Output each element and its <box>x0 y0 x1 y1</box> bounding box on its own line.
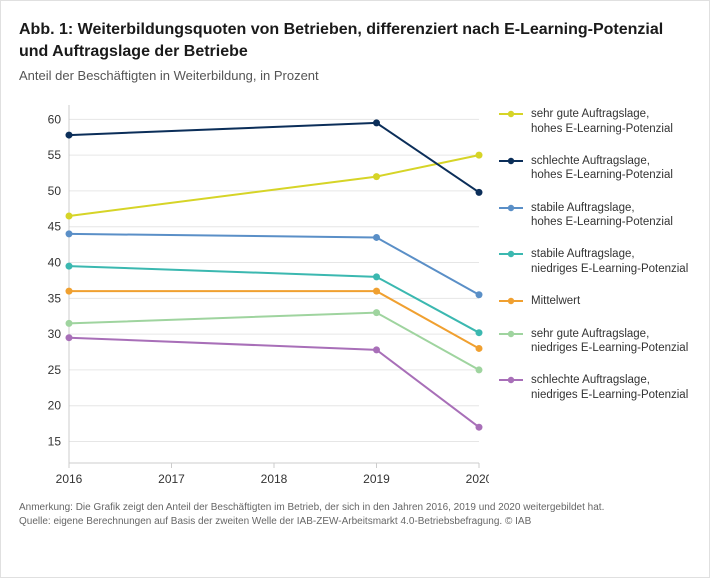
legend-label: schlechte Auftragslage,niedriges E-Learn… <box>531 373 688 402</box>
legend-swatch-icon <box>499 296 523 306</box>
series-point-sehr_gute_niedriges <box>66 320 73 327</box>
series-point-stabile_hohes <box>66 231 73 238</box>
series-line-schlechte_hohes <box>69 123 479 192</box>
svg-text:2016: 2016 <box>56 472 83 486</box>
legend-swatch-icon <box>499 156 523 166</box>
series-point-sehr_gute_niedriges <box>476 367 483 374</box>
series-point-schlechte_niedriges <box>66 334 73 341</box>
series-point-schlechte_niedriges <box>373 347 380 354</box>
series-point-sehr_gute_hohes <box>373 173 380 180</box>
series-point-stabile_niedriges <box>66 263 73 270</box>
chart-footer: Anmerkung: Die Grafik zeigt den Anteil d… <box>19 501 691 528</box>
legend-label: schlechte Auftragslage,hohes E-Learning-… <box>531 154 673 183</box>
series-line-stabile_niedriges <box>69 266 479 333</box>
legend-label: sehr gute Auftragslage,hohes E-Learning-… <box>531 107 673 136</box>
series-point-stabile_hohes <box>476 291 483 298</box>
footer-note: Anmerkung: Die Grafik zeigt den Anteil d… <box>19 501 691 515</box>
svg-text:50: 50 <box>48 184 62 198</box>
svg-text:20: 20 <box>48 399 62 413</box>
svg-text:45: 45 <box>48 220 62 234</box>
series-point-schlechte_hohes <box>66 132 73 139</box>
svg-text:60: 60 <box>48 113 62 127</box>
svg-text:30: 30 <box>48 327 62 341</box>
series-line-sehr_gute_hohes <box>69 155 479 216</box>
legend-item-sehr_gute_hohes: sehr gute Auftragslage,hohes E-Learning-… <box>499 107 691 136</box>
svg-text:2019: 2019 <box>363 472 390 486</box>
svg-text:15: 15 <box>48 435 62 449</box>
legend-item-stabile_niedriges: stabile Auftragslage,niedriges E-Learnin… <box>499 247 691 276</box>
legend-label: stabile Auftragslage,niedriges E-Learnin… <box>531 247 688 276</box>
svg-text:35: 35 <box>48 292 62 306</box>
series-point-stabile_niedriges <box>373 274 380 281</box>
svg-text:40: 40 <box>48 256 62 270</box>
series-point-sehr_gute_niedriges <box>373 309 380 316</box>
legend-swatch-icon <box>499 109 523 119</box>
legend-swatch-icon <box>499 375 523 385</box>
svg-text:2017: 2017 <box>158 472 185 486</box>
chart-container: Abb. 1: Weiterbildungsquoten von Betrieb… <box>0 0 710 578</box>
legend-label: Mittelwert <box>531 294 580 308</box>
series-point-schlechte_hohes <box>373 120 380 127</box>
series-point-stabile_hohes <box>373 234 380 241</box>
legend-label: stabile Auftragslage,hohes E-Learning-Po… <box>531 201 673 230</box>
svg-text:55: 55 <box>48 148 62 162</box>
chart-title: Abb. 1: Weiterbildungsquoten von Betrieb… <box>19 19 691 62</box>
legend-item-schlechte_hohes: schlechte Auftragslage,hohes E-Learning-… <box>499 154 691 183</box>
series-line-stabile_hohes <box>69 234 479 295</box>
chart-body: 15 20 25 30 35 40 45 50 55 60 2016 2017 2018 2019 2020… <box>19 93 691 493</box>
legend-item-stabile_hohes: stabile Auftragslage,hohes E-Learning-Po… <box>499 201 691 230</box>
series-point-stabile_niedriges <box>476 329 483 336</box>
series-point-mittelwert <box>66 288 73 295</box>
legend-swatch-icon <box>499 203 523 213</box>
chart-subtitle: Anteil der Beschäftigten in Weiterbildun… <box>19 68 691 83</box>
svg-text:2018: 2018 <box>261 472 288 486</box>
series-line-sehr_gute_niedriges <box>69 313 479 370</box>
legend-item-schlechte_niedriges: schlechte Auftragslage,niedriges E-Learn… <box>499 373 691 402</box>
footer-source: Quelle: eigene Berechnungen auf Basis de… <box>19 515 691 529</box>
series-line-schlechte_niedriges <box>69 338 479 428</box>
series-point-sehr_gute_hohes <box>66 213 73 220</box>
series-point-schlechte_niedriges <box>476 424 483 431</box>
svg-text:25: 25 <box>48 363 62 377</box>
series-point-schlechte_hohes <box>476 189 483 196</box>
legend-swatch-icon <box>499 329 523 339</box>
series-point-mittelwert <box>476 345 483 352</box>
chart-legend: sehr gute Auftragslage,hohes E-Learning-… <box>489 93 691 402</box>
legend-swatch-icon <box>499 249 523 259</box>
series-point-mittelwert <box>373 288 380 295</box>
svg-text:2020: 2020 <box>466 472 489 486</box>
legend-label: sehr gute Auftragslage,niedriges E-Learn… <box>531 327 688 356</box>
legend-item-mittelwert: Mittelwert <box>499 294 691 308</box>
legend-item-sehr_gute_niedriges: sehr gute Auftragslage,niedriges E-Learn… <box>499 327 691 356</box>
series-point-sehr_gute_hohes <box>476 152 483 159</box>
line-chart: 15 20 25 30 35 40 45 50 55 60 2016 2017 2018 2019 2020 <box>19 93 489 493</box>
